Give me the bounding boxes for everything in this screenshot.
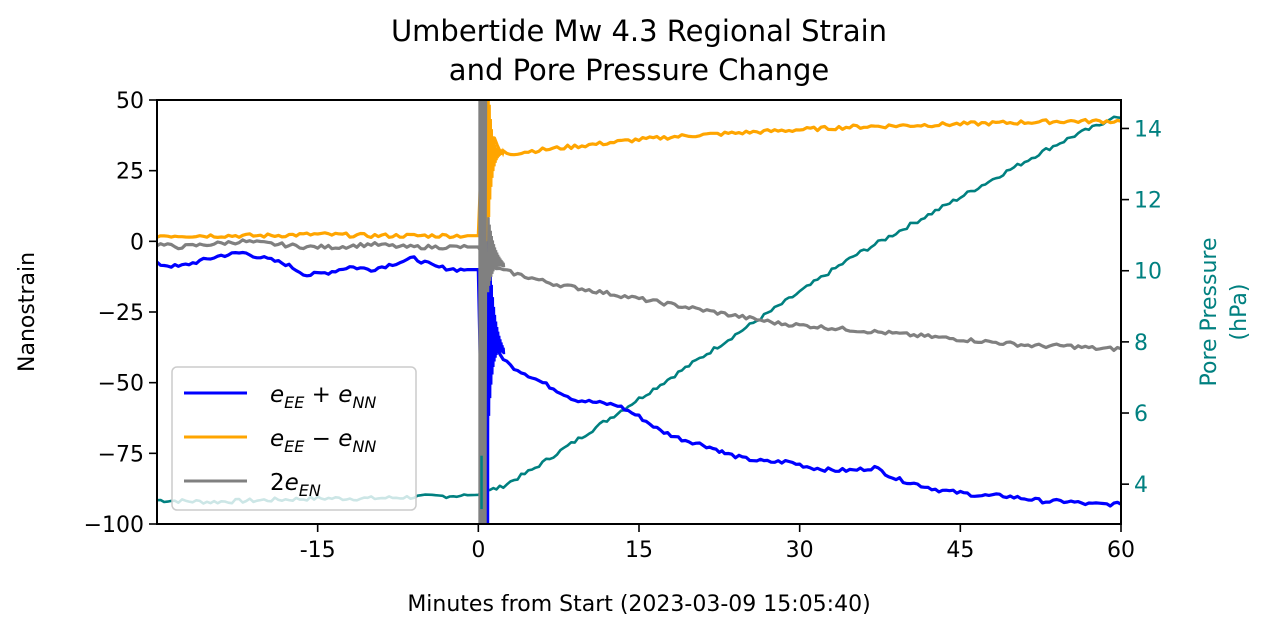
series-layer <box>157 100 1121 524</box>
y-tick-label-right: 14 <box>1134 117 1162 142</box>
x-tick-label: 15 <box>625 538 653 563</box>
series-line-1 <box>157 100 1121 240</box>
series-line-0 <box>157 250 1121 524</box>
y-tick-label: −25 <box>98 301 144 326</box>
chart-title-line-2: and Pore Pressure Change <box>449 53 829 87</box>
y-axis-right: 14 12 10 8 6 4 <box>1121 117 1162 498</box>
y-axis-label-right-line-1: Pore Pressure <box>1197 238 1222 387</box>
y-tick-label: 0 <box>130 230 144 255</box>
y-tick-label: −50 <box>98 372 144 397</box>
x-tick-label: -15 <box>300 538 336 563</box>
y-axis-label-right-line-2: (hPa) <box>1227 284 1252 341</box>
x-axis-label: Minutes from Start (2023-03-09 15:05:40) <box>407 592 870 617</box>
blue-burst <box>486 227 506 524</box>
y-axis-left: 50 25 0 −25 −50 −75 −100 <box>84 89 157 538</box>
orange-burst <box>486 100 506 242</box>
legend-entry: eEE + eNN <box>270 382 376 412</box>
y-tick-label: 50 <box>116 89 144 114</box>
legend-box <box>171 366 417 511</box>
legend-entry: 2eEN <box>270 470 321 500</box>
y-tick-label-right: 12 <box>1134 189 1162 214</box>
y-tick-label-right: 8 <box>1134 331 1148 356</box>
y-tick-label-right: 10 <box>1134 260 1162 285</box>
series-line-2 <box>157 238 1121 352</box>
x-tick-label: 0 <box>471 538 485 563</box>
x-axis: -15 0 15 30 45 60 <box>300 524 1135 563</box>
y-tick-label: 25 <box>116 160 144 185</box>
legend-entry: eEE − eNN <box>270 426 376 456</box>
x-tick-label: 60 <box>1107 538 1135 563</box>
earthquake-burst-layer <box>478 100 506 524</box>
y-axis-label-left: Nanostrain <box>15 252 40 372</box>
chart-title: Umbertide Mw 4.3 Regional Strain and Por… <box>391 14 887 87</box>
legend: eEE + eNN eEE − eNN 2eEN <box>171 366 417 511</box>
y-tick-label-right: 6 <box>1134 402 1148 427</box>
y-tick-label-right: 4 <box>1134 473 1148 498</box>
gray-burst-tail <box>486 217 506 293</box>
y-tick-label: −100 <box>84 513 144 538</box>
y-tick-label: −75 <box>98 442 144 467</box>
gray-burst-band <box>478 100 488 524</box>
x-tick-label: 45 <box>946 538 974 563</box>
chart-title-line-1: Umbertide Mw 4.3 Regional Strain <box>391 14 887 48</box>
x-tick-label: 30 <box>786 538 814 563</box>
